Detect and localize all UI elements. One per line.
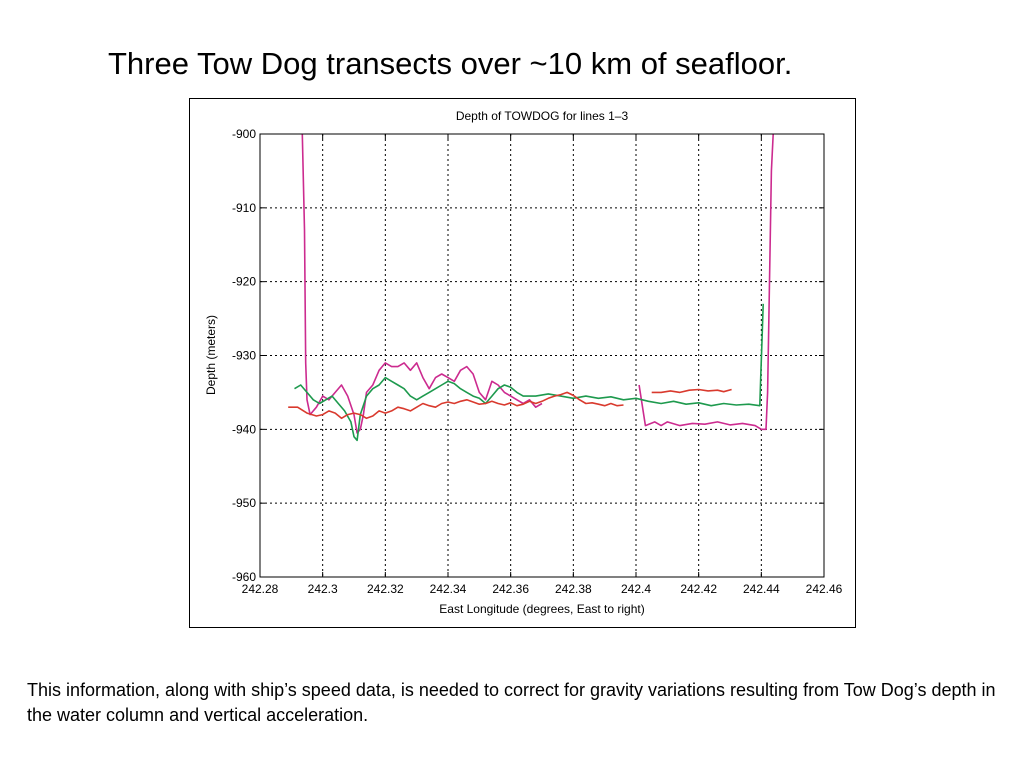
slide-title: Three Tow Dog transects over ~10 km of s…	[108, 46, 793, 81]
depth-chart: 242.28 242.3 242.32 242.34 242.36 242.38 242.4…	[204, 109, 843, 616]
x-tick-label: 242.46	[806, 582, 843, 596]
plot-background	[260, 134, 824, 577]
x-tick-label: 242.44	[743, 582, 780, 596]
y-tick-label: -920	[232, 275, 256, 289]
x-axis-label: East Longitude (degrees, East to right)	[439, 602, 644, 616]
x-tick-label: 242.36	[492, 582, 529, 596]
data-series	[288, 133, 774, 442]
series-3-line-segment-1	[288, 391, 624, 420]
x-tick-label: 242.38	[555, 582, 592, 596]
x-tick-label: 242.4	[621, 582, 651, 596]
tick-marks	[259, 133, 825, 578]
x-tick-label: 242.34	[430, 582, 467, 596]
series-3-line-segment-2	[651, 388, 732, 394]
chart-figure: 242.28 242.3 242.32 242.34 242.36 242.38 242.4…	[189, 98, 856, 628]
y-tick-label: -940	[232, 422, 256, 436]
x-tick-label: 242.42	[680, 582, 717, 596]
x-tick-label: 242.3	[308, 582, 338, 596]
chart-title: Depth of TOWDOG for lines 1–3	[456, 109, 629, 123]
series-1-line-segment-2	[638, 133, 774, 431]
y-axis-label: Depth (meters)	[204, 315, 218, 395]
slide-caption: This information, along with ship’s spee…	[27, 680, 996, 725]
series-1-line-segment-1	[301, 133, 543, 434]
x-tick-label: 242.32	[367, 582, 404, 596]
y-tick-label: -900	[232, 127, 256, 141]
tick-labels: 242.28 242.3 242.32 242.34 242.36 242.38 242.4…	[232, 127, 843, 596]
y-tick-label: -960	[232, 570, 256, 584]
series-2-line-segment-1	[294, 303, 764, 442]
y-tick-label: -910	[232, 201, 256, 215]
y-tick-label: -950	[232, 496, 256, 510]
y-tick-label: -930	[232, 349, 256, 363]
x-tick-label: 242.28	[242, 582, 279, 596]
